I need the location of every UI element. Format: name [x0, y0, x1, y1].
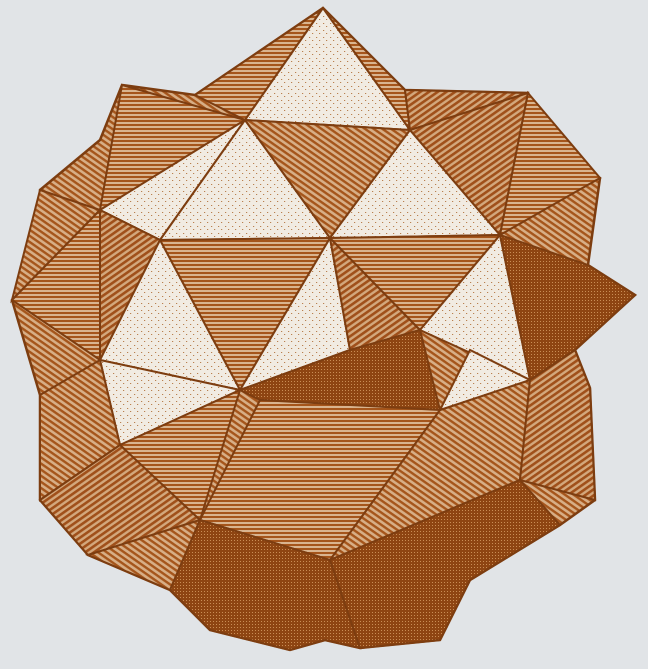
- facet-right-spike: [498, 90, 602, 237]
- facet-lower-right-light: [438, 348, 533, 412]
- facet-right-band: [498, 233, 637, 382]
- facet-lower-right: [518, 348, 597, 502]
- facet-bottom-center: [168, 518, 362, 652]
- facet-bottom-right: [328, 478, 562, 650]
- facet-lower-center-shadow: [237, 328, 442, 412]
